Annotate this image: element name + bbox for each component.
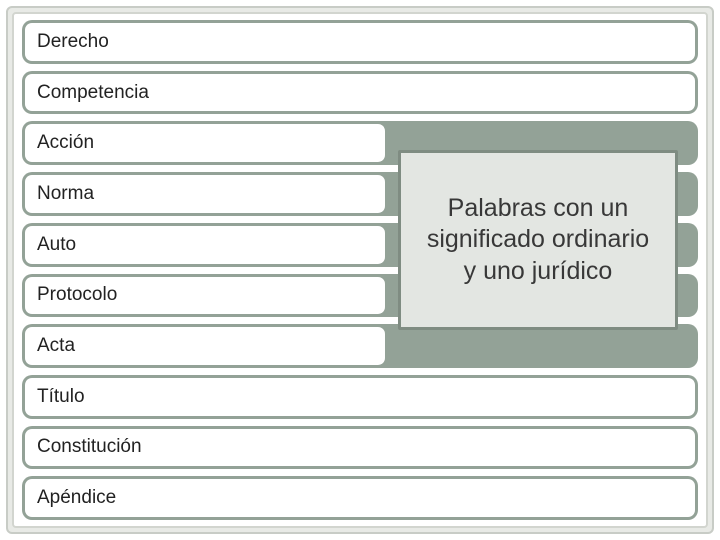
list-item-pill: Apéndice (25, 479, 695, 517)
list-item-pill: Derecho (25, 23, 695, 61)
list-item: Apéndice (22, 476, 698, 520)
list-item-pill: Constitución (25, 429, 695, 467)
list-item-pill: Protocolo (25, 277, 385, 315)
list-item-label: Competencia (37, 82, 149, 104)
list-item-pill: Auto (25, 226, 385, 264)
list-item-label: Norma (37, 183, 94, 205)
list-item-label: Protocolo (37, 284, 117, 306)
list-item-pill: Competencia (25, 74, 695, 112)
list-item-label: Constitución (37, 436, 142, 458)
callout-box: Palabras con un significado ordinario y … (398, 150, 678, 330)
list-item: Constitución (22, 426, 698, 470)
list-item-pill: Título (25, 378, 695, 416)
list-item: Competencia (22, 71, 698, 115)
list-item-pill: Acta (25, 327, 385, 365)
list-item-label: Acción (37, 132, 94, 154)
list-item-label: Auto (37, 234, 76, 256)
list-item-pill: Norma (25, 175, 385, 213)
list-item-label: Título (37, 386, 85, 408)
list-item: Acta (22, 324, 698, 368)
list-item: Derecho (22, 20, 698, 64)
list-item-label: Acta (37, 335, 75, 357)
list-item-pill: Acción (25, 124, 385, 162)
callout-text: Palabras con un significado ordinario y … (419, 193, 657, 287)
list-item-label: Derecho (37, 31, 109, 53)
list-item-label: Apéndice (37, 487, 116, 509)
list-item: Título (22, 375, 698, 419)
